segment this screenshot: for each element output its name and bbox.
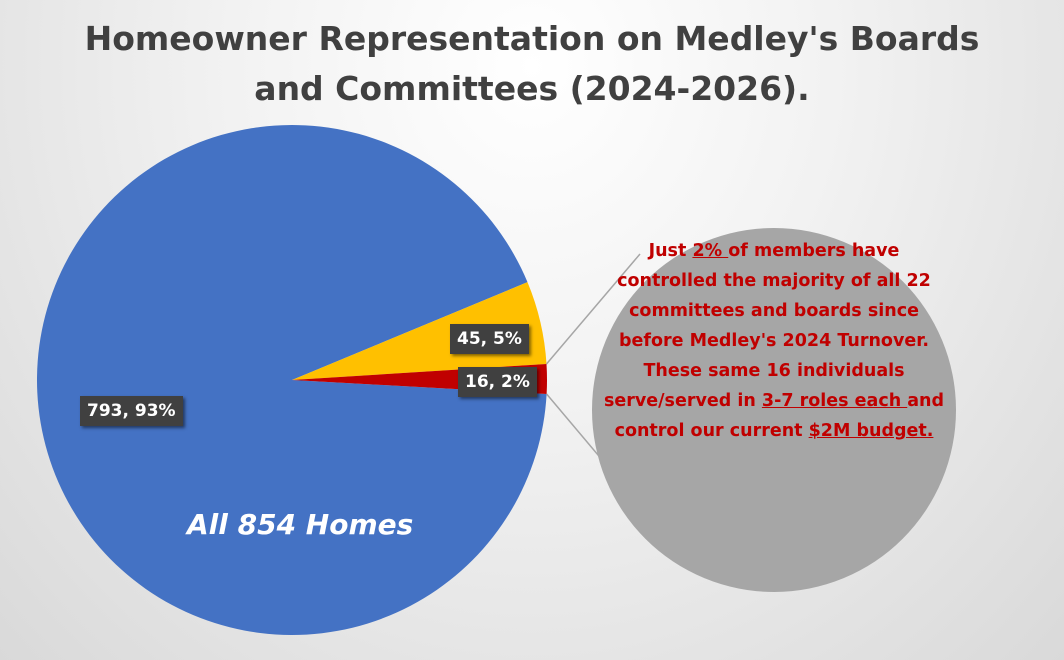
- callout-underline-budget: $2M budget.: [808, 421, 934, 441]
- callout-text-1: Just: [648, 241, 693, 261]
- all-homes-annotation: All 854 Homes: [187, 508, 414, 541]
- chart-title-line-2: and Committees (2024-2026).: [254, 69, 810, 108]
- chart-title-line-1: Homeowner Representation on Medley's Boa…: [84, 19, 980, 58]
- pie-slice-yellow: [292, 282, 547, 380]
- data-label-all-homes: 793, 93%: [80, 396, 183, 426]
- callout-text-3: and control our current: [614, 391, 945, 441]
- callout-text-2: of members have controlled the majority …: [603, 241, 931, 411]
- callout-text: Just 2% of members have controlled the m…: [596, 236, 952, 446]
- chart-title: Homeowner Representation on Medley's Boa…: [0, 14, 1064, 114]
- callout-bubble: [592, 228, 956, 592]
- callout-leader-line-top: [545, 253, 641, 365]
- data-label-red-slice: 16, 2%: [458, 367, 537, 397]
- pie-slice-all-homes: [36, 124, 547, 635]
- data-label-yellow-slice: 45, 5%: [450, 324, 529, 354]
- callout-underline-percent: 2%: [692, 241, 729, 261]
- callout-underline-roles: 3-7 roles each: [761, 391, 908, 411]
